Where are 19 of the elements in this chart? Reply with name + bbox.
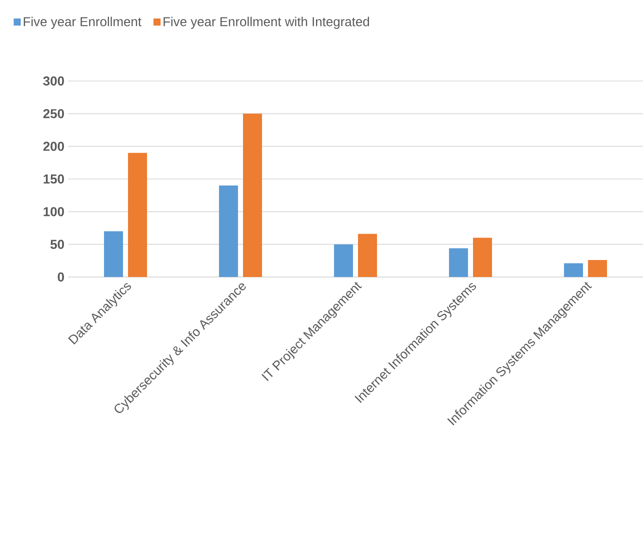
y-tick-label: 150	[44, 174, 64, 184]
y-tick-label: 200	[43, 142, 64, 151]
bar	[588, 260, 608, 277]
legend-label: Five year Enrollment	[24, 16, 142, 29]
bar	[104, 231, 123, 277]
bar	[334, 244, 354, 277]
y-tick-label: 0	[58, 272, 64, 282]
bar	[243, 114, 262, 277]
bar	[449, 248, 468, 277]
legend-label: Five year Enrollment with Integrated	[164, 16, 370, 29]
y-tick-label: 250	[43, 109, 64, 118]
bar	[564, 263, 584, 277]
bar	[358, 234, 378, 277]
bar	[219, 186, 238, 277]
y-tick-label: 100	[44, 207, 64, 216]
bar	[128, 152, 147, 277]
bar	[473, 238, 492, 277]
y-tick-label: 300	[43, 76, 64, 86]
y-tick-label: 50	[50, 240, 64, 249]
